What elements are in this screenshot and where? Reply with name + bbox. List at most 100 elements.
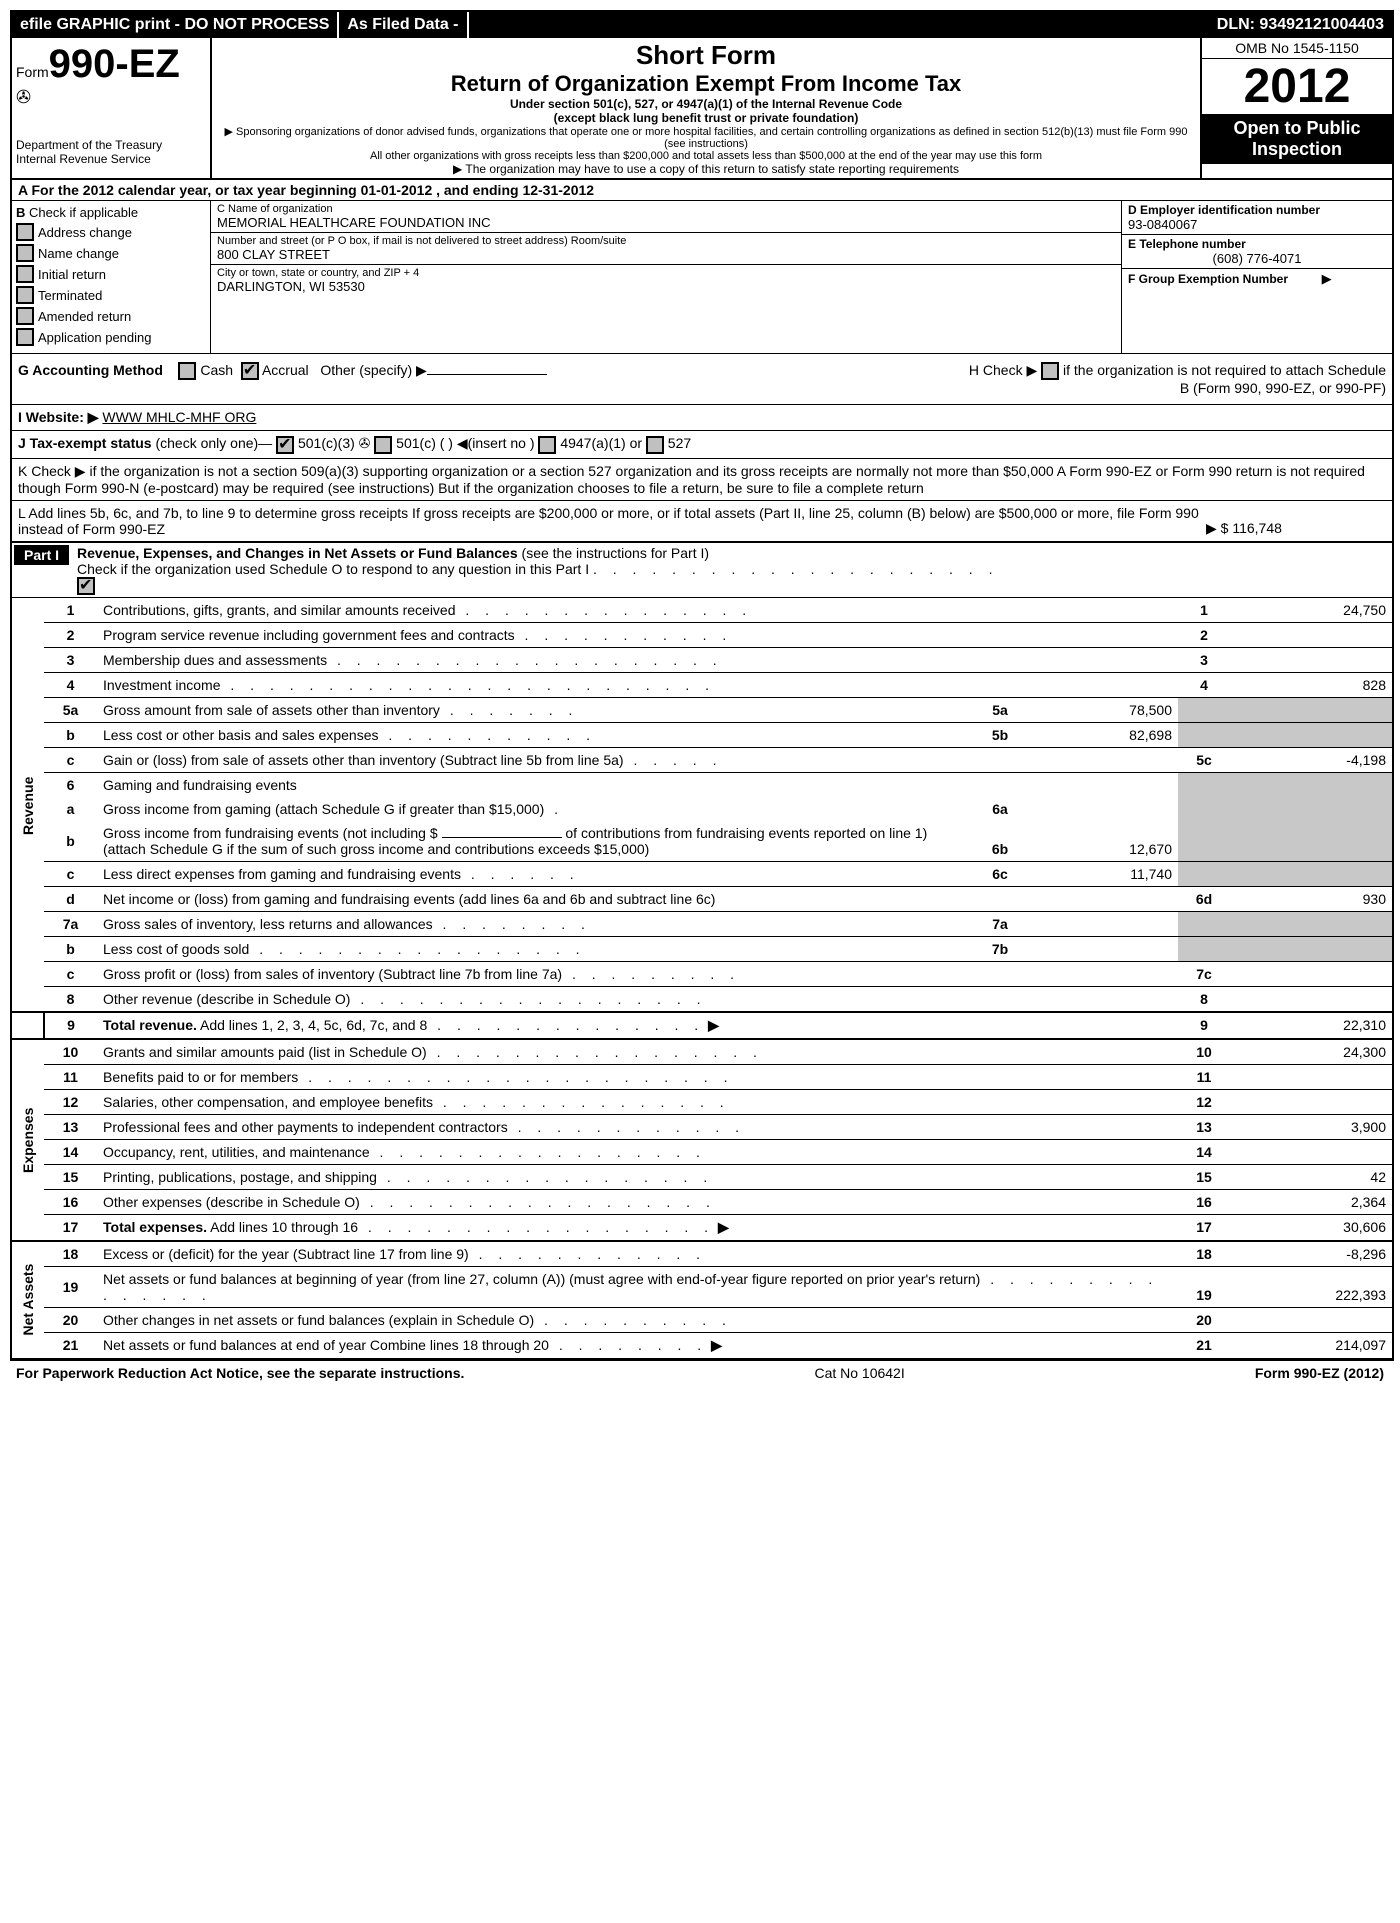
line-15-num: 15 — [1178, 1164, 1230, 1189]
open-public: Open to Public Inspection — [1202, 114, 1392, 164]
line-7a-val — [1026, 911, 1178, 936]
line-11-val — [1230, 1064, 1392, 1089]
line-20-desc: Other changes in net assets or fund bala… — [103, 1312, 534, 1328]
line-10-num: 10 — [1178, 1039, 1230, 1065]
l-text: L Add lines 5b, 6c, and 7b, to line 9 to… — [18, 505, 1206, 537]
label-name-change: Name change — [38, 246, 119, 261]
checkbox-initial-return[interactable] — [16, 265, 34, 283]
b-label: B — [16, 205, 25, 220]
checkbox-527[interactable] — [646, 436, 664, 454]
note2: All other organizations with gross recei… — [218, 150, 1194, 162]
label-address-change: Address change — [38, 225, 132, 240]
sections-bcdef: B Check if applicable Address change Nam… — [12, 201, 1392, 354]
line-12-desc: Salaries, other compensation, and employ… — [103, 1094, 433, 1110]
line-8-desc: Other revenue (describe in Schedule O) — [103, 991, 350, 1007]
line-1-num: 1 — [1178, 598, 1230, 623]
return-title: Return of Organization Exempt From Incom… — [218, 71, 1194, 97]
e-label: E Telephone number — [1128, 237, 1386, 251]
line-5a-val: 78,500 — [1026, 697, 1178, 722]
line-6d-num: 6d — [1178, 886, 1230, 911]
part1-header: Part I Revenue, Expenses, and Changes in… — [12, 543, 1392, 598]
label-accrual: Accrual — [262, 362, 309, 378]
section-b: B Check if applicable Address change Nam… — [12, 201, 211, 353]
line-8-num: 8 — [1178, 986, 1230, 1012]
checkbox-name-change[interactable] — [16, 244, 34, 262]
section-i: I Website: ▶ WWW MHLC-MHF ORG — [12, 405, 1392, 431]
checkbox-address-change[interactable] — [16, 223, 34, 241]
line-5b-val: 82,698 — [1026, 722, 1178, 747]
dept-label: Department of the Treasury — [16, 138, 206, 152]
label-other: Other (specify) ▶ — [320, 362, 426, 378]
line-19-num: 19 — [1178, 1266, 1230, 1307]
line-2-num: 2 — [1178, 622, 1230, 647]
omb-number: OMB No 1545-1150 — [1202, 38, 1392, 59]
label-amended: Amended return — [38, 309, 131, 324]
financial-table: Revenue 1 Contributions, gifts, grants, … — [12, 598, 1392, 1359]
line-2-val — [1230, 622, 1392, 647]
line-5c-num: 5c — [1178, 747, 1230, 772]
line-1-val: 24,750 — [1230, 598, 1392, 623]
line-12-val — [1230, 1089, 1392, 1114]
line-2-desc: Program service revenue including govern… — [103, 627, 515, 643]
label-initial-return: Initial return — [38, 267, 106, 282]
section-c: C Name of organization MEMORIAL HEALTHCA… — [211, 201, 1121, 353]
line-13-num: 13 — [1178, 1114, 1230, 1139]
website-value[interactable]: WWW MHLC-MHF ORG — [102, 409, 256, 425]
ein-value: 93-0840067 — [1128, 217, 1386, 232]
line-7a-num: 7a — [974, 911, 1026, 936]
line-13-desc: Professional fees and other payments to … — [103, 1119, 508, 1135]
line-12-num: 12 — [1178, 1089, 1230, 1114]
line-15-desc: Printing, publications, postage, and shi… — [103, 1169, 377, 1185]
k-text: K Check ▶ if the organization is not a s… — [18, 463, 1365, 496]
checkbox-schedule-o[interactable] — [77, 577, 95, 595]
checkbox-amended[interactable] — [16, 307, 34, 325]
efile-notice: efile GRAPHIC print - DO NOT PROCESS — [12, 12, 339, 38]
checkbox-schedule-b[interactable] — [1041, 362, 1059, 380]
checkbox-accrual[interactable] — [241, 362, 259, 380]
j-label: J Tax-exempt status — [18, 435, 152, 451]
revenue-label: Revenue — [12, 598, 44, 1012]
top-bar: efile GRAPHIC print - DO NOT PROCESS As … — [12, 12, 1392, 38]
footer-right: Form 990-EZ (2012) — [1255, 1365, 1384, 1381]
line-7b-num: 7b — [974, 936, 1026, 961]
line-6a-desc: Gross income from gaming (attach Schedul… — [103, 801, 544, 817]
h-text2: if the organization is not required to a… — [1063, 362, 1386, 396]
line-4-num: 4 — [1178, 672, 1230, 697]
line-5c-val: -4,198 — [1230, 747, 1392, 772]
line-9-val: 22,310 — [1230, 1012, 1392, 1039]
line-21-val: 214,097 — [1230, 1332, 1392, 1358]
line-6c-num: 6c — [974, 861, 1026, 886]
line-9-num: 9 — [1178, 1012, 1230, 1039]
section-a: A For the 2012 calendar year, or tax yea… — [12, 180, 1392, 201]
checkbox-501c[interactable] — [374, 436, 392, 454]
section-def: D Employer identification number 93-0840… — [1121, 201, 1392, 353]
line-16-desc: Other expenses (describe in Schedule O) — [103, 1194, 360, 1210]
subtitle2: (except black lung benefit trust or priv… — [218, 111, 1194, 125]
line-6-desc: Gaming and fundraising events — [103, 777, 297, 793]
part1-check-text: Check if the organization used Schedule … — [77, 561, 589, 577]
f-arrow: ▶ — [1322, 271, 1332, 286]
line-7a-desc: Gross sales of inventory, less returns a… — [103, 916, 433, 932]
line-18-val: -8,296 — [1230, 1241, 1392, 1267]
checkbox-4947[interactable] — [538, 436, 556, 454]
line-18-desc: Excess or (deficit) for the year (Subtra… — [103, 1246, 469, 1262]
c-city-label: City or town, state or country, and ZIP … — [217, 267, 1115, 279]
checkbox-501c3[interactable] — [276, 436, 294, 454]
line-16-val: 2,364 — [1230, 1189, 1392, 1214]
label-pending: Application pending — [38, 330, 151, 345]
line-14-desc: Occupancy, rent, utilities, and maintena… — [103, 1144, 370, 1160]
checkbox-terminated[interactable] — [16, 286, 34, 304]
section-l: L Add lines 5b, 6c, and 7b, to line 9 to… — [12, 501, 1392, 543]
l-value: ▶ $ 116,748 — [1206, 520, 1386, 537]
checkbox-cash[interactable] — [178, 362, 196, 380]
line-21-num: 21 — [1178, 1332, 1230, 1358]
line-7c-desc: Gross profit or (loss) from sales of inv… — [103, 966, 562, 982]
line-6b-val: 12,670 — [1026, 821, 1178, 862]
label-527: 527 — [668, 435, 691, 451]
line-11-num: 11 — [1178, 1064, 1230, 1089]
checkbox-pending[interactable] — [16, 328, 34, 346]
label-501c: 501(c) ( ) ◀(insert no ) — [396, 435, 534, 451]
line-13-val: 3,900 — [1230, 1114, 1392, 1139]
label-terminated: Terminated — [38, 288, 102, 303]
line-3-desc: Membership dues and assessments — [103, 652, 327, 668]
